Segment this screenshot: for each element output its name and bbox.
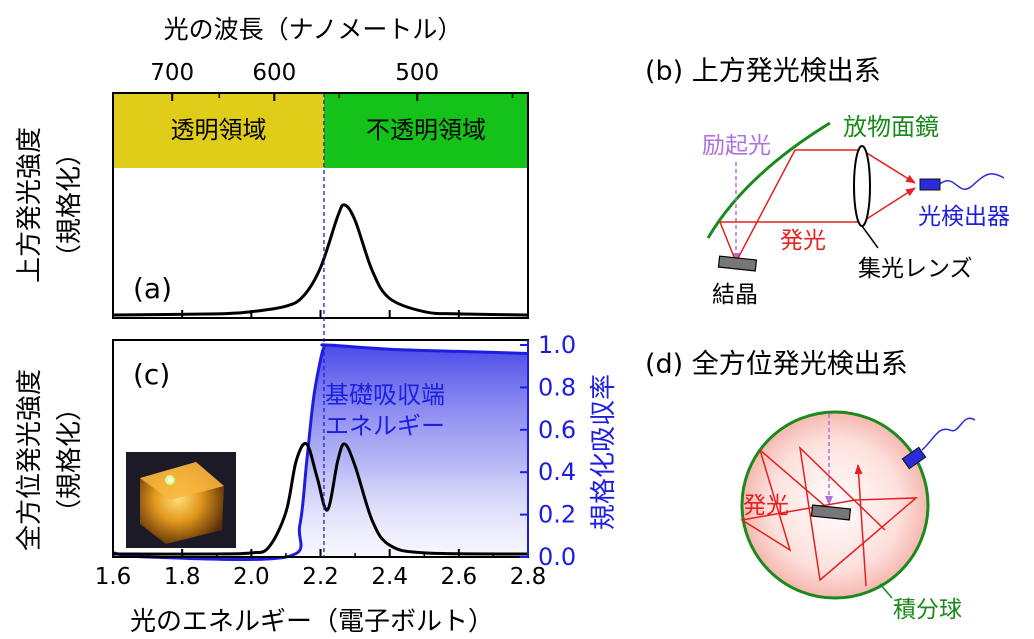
lens-pointer bbox=[861, 225, 879, 249]
panel-a: 透明領域 不透明領域 (a) 上方発光強度 （規格化） bbox=[15, 92, 529, 319]
panel-d-schematic: (d) 全方位発光検出系 発光 積分球 bbox=[645, 349, 976, 623]
x-tick-label: 2.6 bbox=[441, 564, 478, 590]
region-transparent bbox=[113, 93, 324, 168]
top-tick-label: 600 bbox=[252, 60, 296, 86]
panel-a-ylabel-sub: （規格化） bbox=[55, 140, 85, 270]
sphere-pointer bbox=[879, 583, 893, 599]
photodetector-icon bbox=[919, 178, 941, 191]
panel-c: 1.6 1.8 2.0 2.2 2.4 2.6 2.8 0.0 0.2 0.4 0.6 0.8 1.0… bbox=[15, 331, 619, 590]
region-transparent-label: 透明領域 bbox=[170, 116, 266, 144]
top-tick-label: 700 bbox=[150, 60, 194, 86]
top-axis-title: 光の波長（ナノメートル） bbox=[164, 15, 463, 44]
y-right-tick-label: 0.4 bbox=[538, 458, 576, 486]
panel-a-top-tick-marks bbox=[112, 93, 529, 318]
bottom-axis-ticks: 1.6 1.8 2.0 2.2 2.4 2.6 2.8 bbox=[95, 549, 547, 590]
panel-b-schematic: (b) 上方発光検出系 放物面鏡 励起光 集光レンズ 発光 光検出器 結晶 bbox=[645, 56, 1010, 308]
y-right-tick-label: 0.6 bbox=[538, 416, 576, 444]
crystal-icon-b bbox=[717, 255, 758, 272]
x-tick-label: 1.6 bbox=[95, 564, 132, 590]
emission-curve-top bbox=[112, 203, 529, 317]
sphere-label: 積分球 bbox=[893, 597, 962, 623]
photodetector-icon-d bbox=[901, 446, 927, 470]
crystal-label: 結晶 bbox=[712, 282, 758, 308]
emission-curve-omni bbox=[112, 441, 529, 556]
panel-b-title: (b) 上方発光検出系 bbox=[645, 56, 881, 87]
emission-label-b: 発光 bbox=[780, 228, 826, 254]
ray-to-crystal bbox=[759, 449, 833, 513]
focused-ray-1 bbox=[861, 149, 916, 184]
panel-a-label: (a) bbox=[133, 272, 172, 305]
right-axis-title: 規格化吸収率 bbox=[589, 374, 619, 530]
panel-c-ylabel-sub: （規格化） bbox=[55, 395, 85, 525]
x-tick-label: 2.0 bbox=[233, 564, 270, 590]
absorption-edge-annotation: 基礎吸収端 bbox=[325, 381, 445, 409]
top-tick-label: 500 bbox=[395, 60, 439, 86]
y-right-tick-label: 0.0 bbox=[538, 543, 576, 571]
absorption-curve bbox=[112, 343, 529, 562]
detector-cable bbox=[939, 173, 1005, 190]
panel-c-label: (c) bbox=[133, 358, 170, 391]
y-right-tick-label: 0.2 bbox=[538, 501, 576, 529]
x-tick-label: 2.4 bbox=[371, 564, 408, 590]
emission-label-d: 発光 bbox=[743, 493, 789, 519]
top-axis-ticks: 700 600 500 bbox=[150, 60, 439, 86]
y-right-tick-label: 1.0 bbox=[538, 331, 576, 359]
scattered-rays bbox=[739, 445, 919, 582]
x-tick-label: 2.8 bbox=[510, 564, 547, 590]
bottom-axis-title: 光のエネルギー（電子ボルト） bbox=[130, 607, 494, 637]
crystal-photo bbox=[126, 452, 236, 548]
integrating-sphere bbox=[740, 410, 930, 600]
focused-ray-2 bbox=[861, 187, 916, 223]
panel-a-ylabel: 上方発光強度 bbox=[15, 127, 45, 283]
condenser-lens bbox=[853, 145, 871, 227]
emission-ray-1 bbox=[735, 149, 862, 263]
region-opaque-label: 不透明領域 bbox=[366, 116, 486, 144]
x-tick-label: 1.8 bbox=[164, 564, 201, 590]
lens-label: 集光レンズ bbox=[858, 256, 973, 282]
absorption-area bbox=[113, 344, 528, 560]
x-tick-label: 2.2 bbox=[302, 564, 339, 590]
right-axis-ticks: 0.0 0.2 0.4 0.6 0.8 1.0 bbox=[520, 331, 576, 571]
panel-d-title: (d) 全方位発光検出系 bbox=[645, 349, 908, 380]
ray-arrow-d bbox=[854, 464, 867, 587]
parabolic-mirror bbox=[706, 121, 831, 239]
crystal-icon-d bbox=[810, 504, 852, 521]
panel-c-ylabel: 全方位発光強度 bbox=[15, 369, 45, 551]
detector-cable-d bbox=[921, 417, 976, 451]
detector-label: 光検出器 bbox=[918, 204, 1010, 230]
excitation-label: 励起光 bbox=[702, 133, 771, 159]
absorption-edge-annotation-2: エネルギー bbox=[325, 412, 445, 440]
region-opaque bbox=[323, 93, 528, 168]
emission-ray-2 bbox=[718, 221, 862, 263]
y-right-tick-label: 0.8 bbox=[538, 373, 576, 401]
mirror-label: 放物面鏡 bbox=[843, 113, 939, 141]
